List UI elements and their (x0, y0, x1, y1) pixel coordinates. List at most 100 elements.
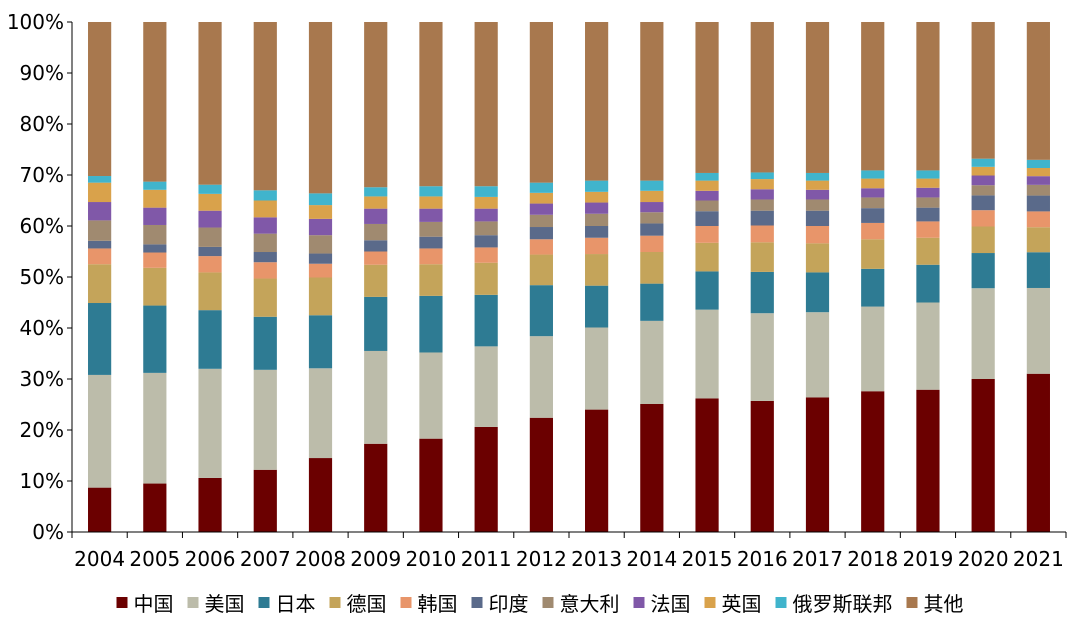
bar-segment-2019-1 (916, 302, 940, 390)
bar-segment-2011-1 (474, 346, 498, 427)
bar-segment-2009-0 (364, 443, 388, 532)
y-tick-label: 10% (20, 469, 64, 493)
legend-item: 意大利 (542, 592, 620, 616)
bar-segment-2012-3 (529, 254, 553, 286)
bar-segment-2010-6 (419, 221, 443, 237)
x-axis: 2004 2005 2006 2007 2008 2009 2010 2011 2012 2013… (71, 531, 1067, 571)
bar-segment-2021-2 (1026, 252, 1050, 288)
bar-segment-2018-4 (861, 222, 885, 240)
bar-segment-2017-9 (805, 172, 830, 181)
bar-segment-2004-6 (88, 220, 112, 241)
bar-segment-2018-9 (861, 170, 885, 179)
bar-segment-2010-7 (419, 208, 443, 222)
bar-segment-2005-10 (143, 22, 167, 182)
bar-segment-2006-6 (198, 227, 222, 247)
bar-segment-2005-0 (143, 483, 167, 532)
legend-swatch (775, 597, 787, 608)
bar-segment-2020-2 (971, 253, 995, 289)
bar-segment-2020-0 (971, 379, 995, 532)
x-tick-label: 2017 (792, 547, 843, 571)
bar-segment-2018-8 (861, 178, 885, 189)
bar-segment-2017-10 (805, 22, 830, 173)
x-tick-label: 2010 (405, 547, 456, 571)
legend-item: 美国 (187, 592, 245, 616)
bar-segment-2013-0 (585, 409, 609, 532)
legend-label: 英国 (722, 592, 762, 616)
bar-segment-2009-1 (364, 350, 388, 444)
x-tick-label: 2019 (902, 547, 953, 571)
bar-segment-2020-10 (971, 22, 995, 159)
bar-segment-2007-5 (253, 252, 277, 263)
bar-segment-2004-10 (88, 22, 112, 177)
bar-segment-2021-9 (1026, 159, 1050, 169)
bar-segment-2013-1 (585, 327, 609, 410)
bar-segment-2004-2 (88, 303, 112, 375)
bar-segment-2020-4 (971, 210, 995, 227)
bar-segment-2012-10 (529, 22, 553, 183)
legend-swatch (187, 597, 199, 608)
legend-item: 法国 (633, 592, 691, 616)
legend: 中国 美国 日本 德国 韩国 印度 意大利 法国 英国 俄罗斯联邦 其他 (116, 592, 964, 616)
bar-segment-2016-5 (750, 210, 774, 226)
bar-segment-2010-8 (419, 196, 443, 209)
bar-segment-2006-1 (198, 368, 222, 478)
bar-segment-2004-8 (88, 182, 112, 203)
bar-segment-2016-6 (750, 199, 774, 211)
bar-segment-2009-7 (364, 208, 388, 224)
bar-segment-2021-8 (1026, 168, 1050, 177)
bar-segment-2014-9 (640, 180, 664, 191)
x-tick-label: 2016 (737, 547, 788, 571)
legend-swatch (116, 597, 128, 608)
legend-label: 韩国 (418, 592, 458, 616)
legend-item: 印度 (471, 592, 529, 616)
bar-segment-2019-3 (916, 237, 940, 265)
bar-segment-2007-7 (253, 217, 277, 234)
y-tick-label: 50% (20, 265, 64, 289)
y-tick-label: 20% (20, 418, 64, 442)
bar-segment-2012-8 (529, 192, 553, 204)
bar-segment-2006-10 (198, 22, 222, 185)
bar-segment-2018-7 (861, 188, 885, 198)
bar-segment-2014-8 (640, 190, 664, 203)
legend-label: 意大利 (560, 592, 620, 616)
x-tick-label: 2005 (129, 547, 180, 571)
bar-segment-2015-3 (695, 242, 719, 272)
bar-segment-2009-2 (364, 296, 388, 351)
bar-segment-2021-6 (1026, 184, 1050, 196)
bar-segment-2017-7 (805, 189, 830, 200)
bar-segment-2007-8 (253, 200, 277, 218)
bar-segment-2005-2 (143, 305, 167, 373)
bar-segment-2006-9 (198, 184, 222, 194)
bar-segment-2016-2 (750, 271, 774, 314)
bar-segment-2010-9 (419, 186, 443, 197)
x-tick-label: 2006 (185, 547, 236, 571)
bar-segment-2009-6 (364, 223, 388, 241)
bar-segment-2009-4 (364, 251, 388, 265)
bar-segment-2011-3 (474, 262, 498, 295)
bar-segment-2015-4 (695, 226, 719, 243)
bar-segment-2007-0 (253, 469, 277, 532)
bar-segment-2019-9 (916, 170, 940, 179)
bar-segment-2008-0 (308, 458, 333, 532)
bar-segment-2013-10 (585, 22, 609, 181)
x-tick-label: 2011 (461, 547, 512, 571)
legend-swatch (704, 597, 716, 608)
bar-segment-2011-2 (474, 294, 498, 347)
bar-segment-2007-10 (253, 22, 277, 191)
legend-label: 日本 (276, 592, 316, 616)
bar-segment-2015-9 (695, 172, 719, 181)
legend-label: 美国 (205, 592, 245, 616)
bar-segment-2013-7 (585, 202, 609, 214)
x-tick-label: 2014 (626, 547, 677, 571)
bar-segment-2004-9 (88, 176, 112, 183)
bar-segment-2019-0 (916, 389, 940, 532)
bar-segment-2007-4 (253, 262, 277, 279)
bar-segment-2013-8 (585, 191, 609, 203)
y-tick-label: 30% (20, 367, 64, 391)
bar-segment-2005-8 (143, 189, 167, 208)
x-tick-label: 2004 (74, 547, 125, 571)
bar-segment-2006-3 (198, 272, 222, 311)
bar-segment-2012-0 (529, 417, 553, 532)
bar-segment-2020-3 (971, 226, 995, 254)
x-tick-label: 2012 (516, 547, 567, 571)
